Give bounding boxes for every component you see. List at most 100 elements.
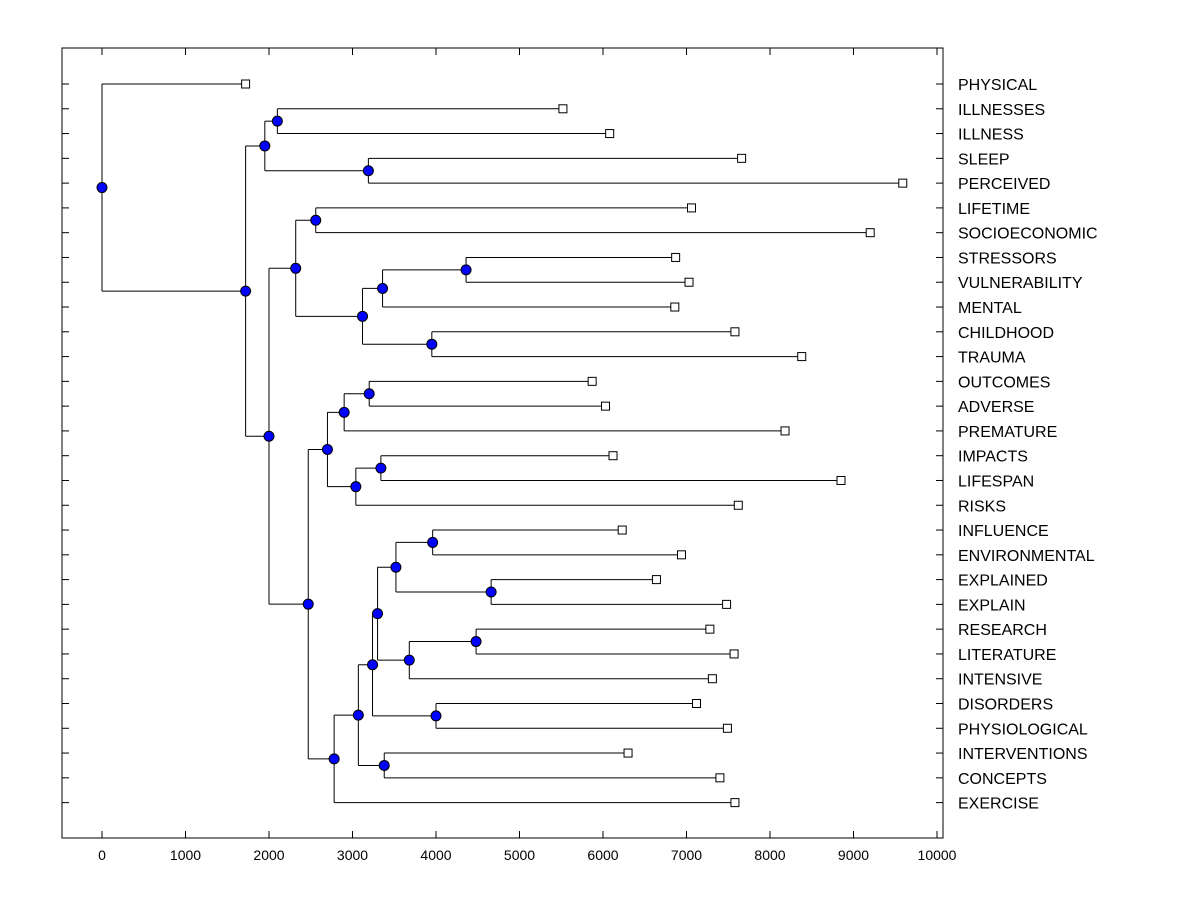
leaf-label: INFLUENCE — [958, 523, 1049, 540]
x-tick-label: 6000 — [587, 847, 618, 863]
x-tick-label: 0 — [98, 847, 106, 863]
leaf-label: RISKS — [958, 498, 1006, 515]
leaf-marker — [780, 426, 790, 436]
leaf-label: CONCEPTS — [958, 771, 1047, 788]
merge-node — [378, 759, 390, 771]
leaf-marker — [601, 401, 611, 411]
leaf-label: EXPLAIN — [958, 597, 1026, 614]
leaf-label: LIFETIME — [958, 201, 1030, 218]
x-tick-label: 3000 — [337, 847, 368, 863]
merge-node — [328, 753, 340, 765]
leaf-label: RESEARCH — [958, 622, 1047, 639]
merge-node — [350, 481, 362, 493]
leaf-label: INTENSIVE — [958, 672, 1042, 689]
leaf-label: ILLNESSES — [958, 102, 1045, 119]
leaf-label: DISORDERS — [958, 697, 1053, 714]
leaf-marker — [676, 550, 686, 560]
x-tick-label: 2000 — [253, 847, 284, 863]
merge-node — [96, 182, 108, 194]
leaf-label: LIFESPAN — [958, 473, 1034, 490]
leaf-marker — [684, 277, 694, 287]
merge-node — [338, 406, 350, 418]
merge-node — [426, 338, 438, 350]
leaf-marker — [608, 451, 618, 461]
leaf-label: EXERCISE — [958, 796, 1039, 813]
leaf-marker — [241, 79, 251, 89]
merge-node — [310, 214, 322, 226]
leaf-marker — [730, 798, 740, 808]
merge-node — [403, 654, 415, 666]
leaf-label: SOCIOECONOMIC — [958, 226, 1098, 243]
x-tick-label: 4000 — [420, 847, 451, 863]
leaf-label: STRESSORS — [958, 250, 1057, 267]
leaf-label: TRAUMA — [958, 350, 1026, 367]
leaf-marker — [587, 376, 597, 386]
leaf-label: INTERVENTIONS — [958, 746, 1088, 763]
leaf-label: MENTAL — [958, 300, 1022, 317]
leaf-marker — [692, 699, 702, 708]
merge-node — [240, 285, 252, 297]
leaf-label: SLEEP — [958, 151, 1010, 168]
merge-node — [362, 165, 374, 177]
leaf-marker — [722, 599, 732, 609]
leaf-label: EXPLAINED — [958, 573, 1048, 590]
leaf-marker — [737, 153, 747, 163]
merge-node — [271, 115, 283, 127]
leaf-label: LITERATURE — [958, 647, 1056, 664]
leaf-marker — [687, 203, 697, 213]
leaf-marker — [733, 500, 743, 510]
merge-node — [460, 264, 472, 276]
merge-node — [485, 586, 497, 598]
leaf-markers — [241, 79, 908, 808]
merge-node — [263, 430, 275, 442]
leaf-label: IMPACTS — [958, 449, 1028, 466]
x-tick-label: 7000 — [671, 847, 702, 863]
leaf-label: PREMATURE — [958, 424, 1057, 441]
leaf-marker — [670, 302, 680, 312]
leaf-marker — [865, 228, 875, 238]
x-tick-label: 10000 — [918, 847, 957, 863]
leaf-label: ENVIRONMENTAL — [958, 548, 1095, 565]
leaf-marker — [715, 773, 725, 783]
leaf-label: PHYSICAL — [958, 77, 1037, 94]
leaf-label: VULNERABILITY — [958, 275, 1083, 292]
leaf-label: PHYSIOLOGICAL — [958, 721, 1088, 738]
leaf-marker — [705, 624, 715, 634]
leaf-labels: PHYSICAL ILLNESSES ILLNESS SLEEP PERCEIVED LI… — [958, 77, 1098, 813]
merge-node-markers — [96, 115, 497, 771]
leaf-label: ADVERSE — [958, 399, 1034, 416]
x-tick-label: 8000 — [754, 847, 785, 863]
merge-node — [375, 462, 387, 474]
merge-node — [363, 388, 375, 400]
merge-node — [302, 598, 314, 610]
leaf-label: PERCEIVED — [958, 176, 1050, 193]
y-ticks — [62, 83, 943, 804]
x-tick-label: 9000 — [838, 847, 869, 863]
merge-node — [352, 709, 364, 721]
dendrogram-links — [101, 83, 903, 804]
leaf-marker — [617, 525, 627, 535]
merge-node — [430, 710, 442, 722]
x-tick-label: 1000 — [170, 847, 201, 863]
x-tick-label: 5000 — [504, 847, 535, 863]
leaf-label: OUTCOMES — [958, 374, 1050, 391]
merge-node — [372, 608, 384, 620]
merge-node — [290, 262, 302, 274]
leaf-label: CHILDHOOD — [958, 325, 1054, 342]
leaf-marker — [797, 352, 807, 362]
merge-node — [377, 282, 389, 294]
merge-node — [367, 659, 379, 671]
leaf-marker — [707, 674, 717, 684]
leaf-marker — [898, 178, 908, 188]
x-axis: 0 1000 2000 3000 4000 5000 6000 7000 8000 9000 100… — [98, 48, 957, 863]
plot-frame — [61, 47, 944, 839]
merge-node — [470, 636, 482, 648]
leaf-marker — [730, 327, 740, 337]
leaf-marker — [729, 649, 739, 659]
leaf-marker — [605, 129, 615, 139]
leaf-marker — [651, 575, 661, 585]
merge-node — [259, 140, 271, 152]
merge-node — [357, 310, 369, 322]
leaf-marker — [836, 475, 846, 485]
